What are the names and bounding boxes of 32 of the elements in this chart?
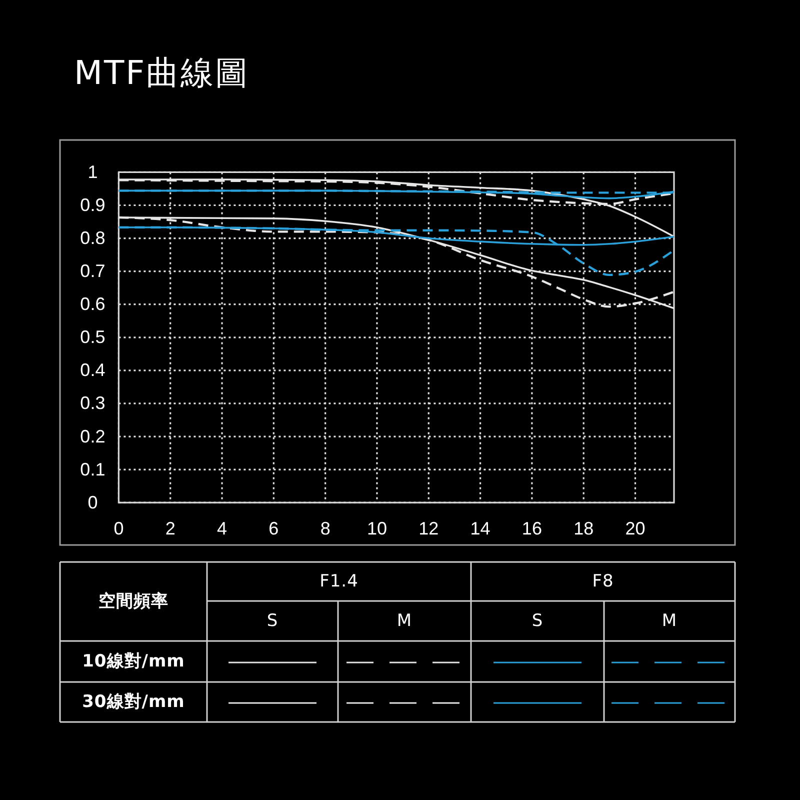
x-tick-label: 20 bbox=[625, 518, 646, 538]
y-tick-label: 0.9 bbox=[80, 195, 106, 215]
x-tick-label: 6 bbox=[268, 518, 279, 538]
y-tick-label: 0.8 bbox=[80, 228, 106, 248]
x-tick-label: 4 bbox=[217, 518, 228, 538]
text: M bbox=[662, 611, 678, 631]
y-tick-label: 0.3 bbox=[80, 393, 106, 414]
text: F8 bbox=[592, 572, 614, 592]
chart-title: MTF曲線圖 bbox=[74, 53, 250, 92]
x-tick-label: 12 bbox=[418, 518, 439, 538]
x-tick-label: 18 bbox=[574, 518, 594, 538]
text: F1.4 bbox=[320, 572, 358, 592]
x-tick-label: 0 bbox=[114, 518, 124, 538]
y-tick-label: 0.2 bbox=[80, 426, 106, 446]
x-tick-label: 8 bbox=[320, 518, 330, 538]
y-tick-label: 0.5 bbox=[80, 327, 106, 348]
y-tick-label: 0 bbox=[88, 492, 98, 512]
text: 空間頻率 bbox=[98, 592, 168, 612]
text: M bbox=[396, 611, 412, 631]
y-tick-label: 0.4 bbox=[80, 360, 106, 380]
x-tick-label: 16 bbox=[522, 518, 542, 538]
x-tick-label: 10 bbox=[366, 518, 387, 538]
text: 30線對/mm bbox=[82, 692, 185, 712]
y-tick-label: 0.6 bbox=[80, 294, 106, 314]
x-tick-label: 2 bbox=[165, 518, 176, 538]
text: S bbox=[532, 611, 544, 631]
x-tick-label: 14 bbox=[470, 518, 490, 538]
text: 10線對/mm bbox=[82, 652, 185, 672]
y-tick-label: 0.1 bbox=[80, 459, 106, 480]
text: S bbox=[266, 611, 278, 631]
y-tick-label: 1 bbox=[88, 162, 98, 182]
y-tick-label: 0.7 bbox=[80, 261, 106, 282]
